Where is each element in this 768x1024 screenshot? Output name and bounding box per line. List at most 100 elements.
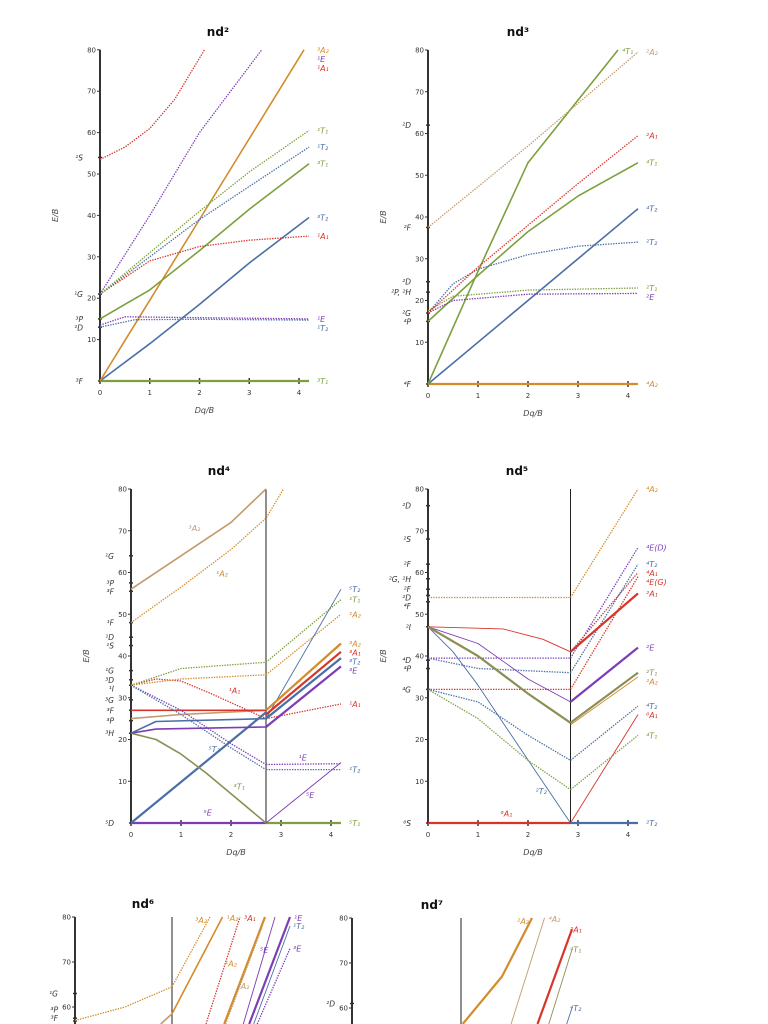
series-line [427,626,571,653]
term-label: ³G [105,696,114,705]
series-label: ¹A₂ [227,914,240,923]
series-label: ¹A₂ [216,570,229,579]
y-tick-label: 50 [118,611,127,619]
series-line [570,734,639,791]
series-label: ⁴A₂ [646,485,659,494]
term-label: ¹S [75,153,83,162]
y-tick-label: 40 [87,212,96,220]
series-line [99,318,310,328]
series-label: ⁵E [204,808,213,817]
term-label: ¹I [109,684,115,693]
x-axis-label: Dq/B [523,848,542,857]
series-line [427,287,639,312]
series-label: ¹E [299,753,308,762]
series-label: ²A₁ [570,925,582,934]
series-line [510,917,545,1024]
term-label: ³P [75,315,83,324]
series-label: ²T₁ [646,284,657,293]
series-label: ²E [646,293,655,302]
series-line [130,674,267,686]
series-line [427,688,571,761]
series-line [569,646,639,703]
series-label: ²A₂ [517,917,530,926]
y-tick-label: 20 [118,736,127,744]
series-line [205,916,241,1024]
series-label: ⁴T₁ [570,946,581,955]
series-line [225,925,264,1024]
series-line [99,49,263,295]
term-label: ³H [105,729,114,738]
term-label: ²I [406,623,412,632]
chart-5: nd⁷ 60 70 80 ²D ²A₂ ⁴A₂ ²A₁ ⁴T₁ ⁴T₂ [326,898,582,1024]
series-line [130,684,267,771]
series-line [253,925,291,1024]
series-label: ¹T₂ [317,324,329,333]
series-label: ⁴T₁ [646,731,657,740]
y-tick-label: 50 [87,171,96,179]
series-label: ⁴T₁ [646,159,657,168]
series-label: ²T₁ [646,669,657,678]
series-line [99,216,310,382]
term-label: ³F [107,706,115,715]
series-label: ¹E [317,315,326,324]
series-line [427,657,571,674]
y-tick-label: 70 [87,88,96,96]
series-label: ⁴T₂ [646,205,658,214]
series-line [427,162,639,322]
series-label: ¹T₁ [349,596,360,605]
series-label: ⁵T₁ [349,819,360,828]
term-label: ³F [51,1014,59,1023]
y-tick-label: 50 [415,611,424,619]
series-line [569,547,639,659]
series-line [130,726,267,734]
series-line [265,763,342,766]
x-tick-label: 1 [179,831,183,839]
y-tick-label: 60 [87,129,96,137]
x-tick-label: 0 [129,831,133,839]
series-line [171,916,211,988]
series-line [569,488,639,598]
y-tick-label: 30 [415,255,424,263]
term-label: ⁶S [403,819,411,828]
term-label: ¹G [105,667,114,676]
series-label: ⁴E(D) [646,543,667,552]
series-line [570,714,639,824]
term-label: ²P, ²H [391,288,411,297]
series-label: ³A₂ [189,524,202,533]
series-label: ³T₂ [349,657,361,666]
y-tick-label: 10 [415,778,424,786]
series-label: ⁴T₂ [570,1004,582,1013]
term-label: ²G [402,309,411,318]
chart-title: nd⁴ [208,464,230,478]
series-line [265,665,342,728]
series-line [265,703,342,720]
term-label: ²D [402,278,411,287]
series-label: ²A₁ [646,589,658,598]
series-label: ⁴T₂ [646,560,658,569]
term-label: ²D [402,502,411,511]
y-tick-label: 40 [415,653,424,661]
y-tick-label: 40 [118,653,127,661]
term-label: ³F [107,587,115,596]
series-line [569,576,639,690]
term-label: ³F [76,377,84,386]
series-label: ⁵T₂ [349,585,361,594]
term-label: ⁴F [404,380,412,389]
series-label: ¹A₁ [317,232,329,241]
y-axis-label: E/B [379,210,388,223]
x-tick-label: 3 [247,389,251,397]
chart-title: nd³ [507,25,529,39]
series-label: ³T₁ [234,783,245,792]
y-tick-label: 30 [118,694,127,702]
series-label: ²A₂ [646,678,659,687]
term-label: ²D [402,121,411,130]
x-axis-label: Dq/B [195,406,214,415]
series-label: ²T₂ [646,819,658,828]
series-label: ³A₂ [238,982,251,991]
series-label: ⁵T₂ [209,745,221,754]
series-line [265,650,342,716]
chart-title: nd² [207,25,229,39]
series-line [427,51,639,228]
